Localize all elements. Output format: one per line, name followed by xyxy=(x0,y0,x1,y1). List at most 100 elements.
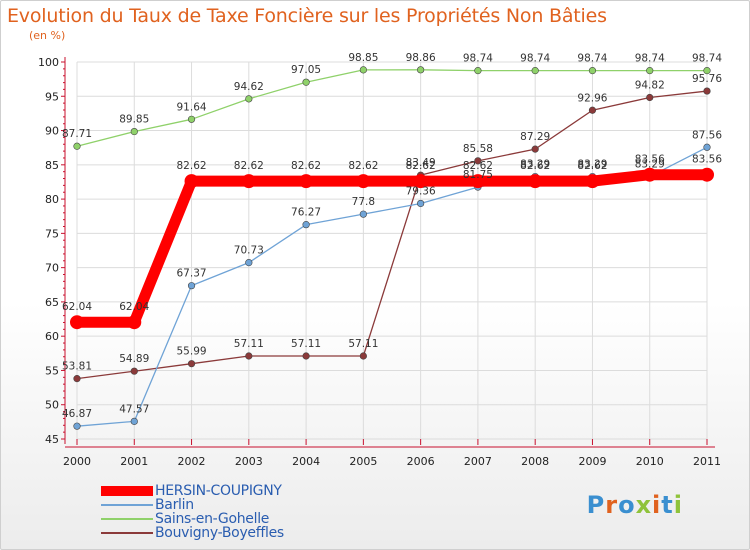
data-point xyxy=(417,66,425,74)
data-label: 87.29 xyxy=(520,131,550,143)
x-tick-label: 2008 xyxy=(521,455,549,468)
data-point xyxy=(302,221,310,229)
data-point xyxy=(642,167,657,182)
data-label: 83.49 xyxy=(406,157,436,169)
data-label: 87.71 xyxy=(62,128,92,140)
y-tick-label: 95 xyxy=(45,90,59,103)
data-label: 85.58 xyxy=(463,143,493,155)
data-point xyxy=(299,174,314,189)
x-tick-label: 2002 xyxy=(178,455,206,468)
data-label: 54.89 xyxy=(119,353,149,365)
legend-swatch xyxy=(101,486,153,496)
data-point xyxy=(646,93,654,102)
data-label: 76.27 xyxy=(291,207,321,219)
data-label: 62.04 xyxy=(119,301,149,313)
data-label: 95.76 xyxy=(692,73,722,85)
y-axis-unit: (en %) xyxy=(29,29,66,42)
data-point xyxy=(73,142,81,150)
series-line-hersin-coupigny xyxy=(71,169,713,328)
data-label: 82.62 xyxy=(406,160,436,172)
data-label: 57.11 xyxy=(234,338,264,350)
data-label: 46.87 xyxy=(62,408,92,420)
logo-letter: P xyxy=(586,491,606,519)
x-tick-label: 2009 xyxy=(578,455,606,468)
data-point xyxy=(127,315,142,330)
legend-label: Sains-en-Gohelle xyxy=(155,511,270,527)
y-tick-label: 85 xyxy=(45,159,59,172)
data-point xyxy=(187,115,196,123)
data-label: 83.29 xyxy=(520,159,550,171)
data-label: 98.74 xyxy=(692,53,722,65)
data-point xyxy=(359,210,367,218)
x-tick-label: 2006 xyxy=(407,455,435,468)
data-label: 70.73 xyxy=(234,245,264,257)
data-point xyxy=(417,199,425,208)
x-tick-label: 2011 xyxy=(693,455,721,468)
data-label: 47.57 xyxy=(119,403,149,415)
legend-label: Barlin xyxy=(155,497,194,513)
series-line-barlin xyxy=(76,146,708,427)
data-point xyxy=(130,417,138,425)
y-tick-label: 75 xyxy=(45,227,59,240)
data-label: 81.75 xyxy=(463,169,493,181)
y-tick-label: 100 xyxy=(38,56,59,69)
y-tick-label: 70 xyxy=(45,262,59,275)
data-label: 98.74 xyxy=(463,53,493,65)
data-label: 98.74 xyxy=(635,53,665,65)
logo-letter: o xyxy=(618,491,636,519)
legend-swatch xyxy=(101,504,153,506)
proxiti-logo: Proxiti xyxy=(587,491,683,519)
data-point xyxy=(703,67,711,75)
data-label: 98.86 xyxy=(406,52,436,64)
x-tick-label: 2003 xyxy=(235,455,263,468)
data-point xyxy=(245,95,253,103)
series-line-bouvigny-boyeffles xyxy=(76,90,708,380)
data-label: 82.62 xyxy=(234,160,264,172)
axes: 45 50 55 60 65 70 75 80 85 90 95 100 2000 2001 2002 200… xyxy=(38,56,721,468)
data-point xyxy=(356,174,371,189)
logo-letter: i xyxy=(652,491,662,519)
y-tick-label: 55 xyxy=(45,364,59,377)
data-point xyxy=(703,143,711,151)
y-tick-label: 90 xyxy=(45,125,59,138)
data-label: 55.99 xyxy=(177,346,207,358)
data-point xyxy=(73,375,81,383)
data-label: 82.62 xyxy=(348,160,378,172)
data-point xyxy=(245,352,253,360)
y-tick-label: 45 xyxy=(45,433,59,446)
data-point xyxy=(241,174,256,189)
x-tick-label: 2010 xyxy=(636,455,664,468)
data-point xyxy=(359,352,367,360)
data-point xyxy=(130,127,138,136)
logo-letter: r xyxy=(605,491,619,519)
logo-letter: i xyxy=(673,491,683,519)
data-point xyxy=(187,282,196,290)
data-point xyxy=(588,67,597,75)
data-point xyxy=(184,174,199,189)
data-label: 53.81 xyxy=(62,361,92,373)
data-label: 98.85 xyxy=(348,52,378,64)
data-point xyxy=(73,422,81,430)
grid xyxy=(76,61,708,440)
series-line-sains-en-gohelle xyxy=(76,69,708,147)
data-label: 94.82 xyxy=(635,80,665,92)
data-label: 98.74 xyxy=(577,53,607,65)
data-point xyxy=(302,352,310,360)
data-label: 57.11 xyxy=(291,338,321,350)
data-label: 98.74 xyxy=(520,53,550,65)
data-point xyxy=(130,367,138,375)
x-tick-label: 2005 xyxy=(349,455,377,468)
data-point xyxy=(528,174,543,189)
data-point xyxy=(302,78,310,86)
y-tick-label: 60 xyxy=(45,330,59,343)
data-label: 67.37 xyxy=(177,268,207,280)
data-label: 94.62 xyxy=(234,81,264,93)
data-point xyxy=(703,87,711,95)
chart-title: Evolution du Taux de Taxe Foncière sur l… xyxy=(7,5,607,27)
data-label: 82.62 xyxy=(177,160,207,172)
data-label: 83.56 xyxy=(635,154,665,166)
data-label: 77.8 xyxy=(352,196,375,208)
data-label: 62.04 xyxy=(62,301,92,313)
